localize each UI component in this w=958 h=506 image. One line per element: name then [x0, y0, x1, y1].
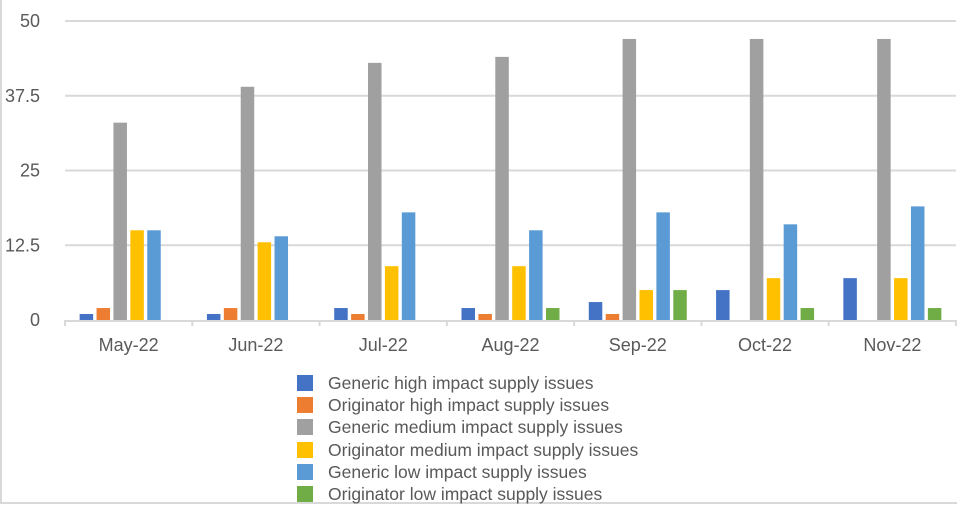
bar	[800, 308, 815, 320]
x-tick-label: Sep-22	[609, 335, 667, 355]
bar	[461, 308, 475, 320]
legend-swatch	[297, 441, 313, 458]
bar	[206, 314, 221, 320]
y-tick-label: 50	[20, 11, 40, 31]
bar	[478, 314, 492, 320]
x-tick-label: May-22	[99, 335, 159, 355]
x-tick-label: Oct-22	[738, 335, 792, 355]
legend-label: Originator low impact supply issues	[328, 484, 603, 505]
bar	[130, 230, 144, 320]
x-axis	[64, 320, 957, 326]
legend-item: Originator medium impact supply issues	[297, 439, 638, 461]
bar	[113, 122, 127, 320]
legend: Generic high impact supply issues Origina…	[297, 372, 638, 505]
bar	[147, 230, 161, 320]
y-tick-label: 12.5	[5, 235, 40, 255]
y-tick-label: 25	[20, 161, 40, 181]
legend-swatch	[297, 419, 313, 436]
bar	[673, 290, 687, 320]
legend-item: Originator low impact supply issues	[297, 483, 638, 505]
bar	[843, 278, 857, 320]
y-axis-tick-labels: 0 12.5 25 37.5 50	[5, 11, 40, 330]
legend-label: Generic high impact supply issues	[328, 373, 594, 394]
bar	[384, 266, 399, 320]
bar	[766, 278, 781, 320]
bar	[656, 212, 670, 320]
y-tick-label: 0	[30, 310, 40, 330]
bar	[274, 236, 289, 320]
bar	[96, 308, 111, 320]
legend-swatch	[297, 397, 313, 414]
x-tick-label: Jun-22	[228, 335, 283, 355]
bar	[716, 290, 730, 320]
bar	[588, 302, 603, 320]
bar	[240, 86, 255, 320]
legend-swatch	[297, 463, 313, 480]
bar	[368, 62, 382, 321]
bar	[639, 290, 653, 320]
legend-swatch	[297, 375, 313, 392]
legend-label: Generic medium impact supply issues	[328, 417, 623, 438]
bar	[910, 206, 925, 320]
bar	[605, 314, 620, 320]
legend-label: Generic low impact supply issues	[328, 461, 587, 482]
bar	[877, 38, 891, 320]
x-tick-label: Nov-22	[863, 335, 921, 355]
bar	[546, 308, 560, 320]
bar	[401, 212, 416, 320]
x-tick-label: Aug-22	[481, 335, 539, 355]
bar	[334, 308, 348, 320]
x-axis-tick-labels: May-22 Jun-22 Jul-22 Aug-22 Sep-22 Oct-22 Nov-…	[99, 335, 922, 355]
x-tick-label: Jul-22	[359, 335, 408, 355]
legend-swatch	[297, 486, 313, 503]
bar	[223, 308, 238, 320]
bar	[495, 56, 509, 320]
bar	[927, 308, 942, 320]
bar	[622, 38, 637, 320]
bar	[749, 38, 764, 320]
bar	[783, 224, 798, 320]
bar	[257, 242, 272, 320]
legend-label: Originator medium impact supply issues	[328, 439, 639, 460]
bar	[351, 314, 365, 320]
legend-item: Generic high impact supply issues	[297, 372, 638, 394]
bars	[79, 38, 942, 321]
legend-item: Generic low impact supply issues	[297, 461, 638, 483]
legend-item: Originator high impact supply issues	[297, 394, 638, 416]
y-tick-label: 37.5	[5, 86, 40, 106]
legend-label: Originator high impact supply issues	[328, 395, 610, 416]
bar	[894, 278, 908, 320]
bar	[512, 266, 526, 320]
legend-item: Generic medium impact supply issues	[297, 416, 638, 438]
bar	[79, 314, 94, 320]
bar	[529, 230, 543, 320]
gridlines	[65, 20, 956, 247]
